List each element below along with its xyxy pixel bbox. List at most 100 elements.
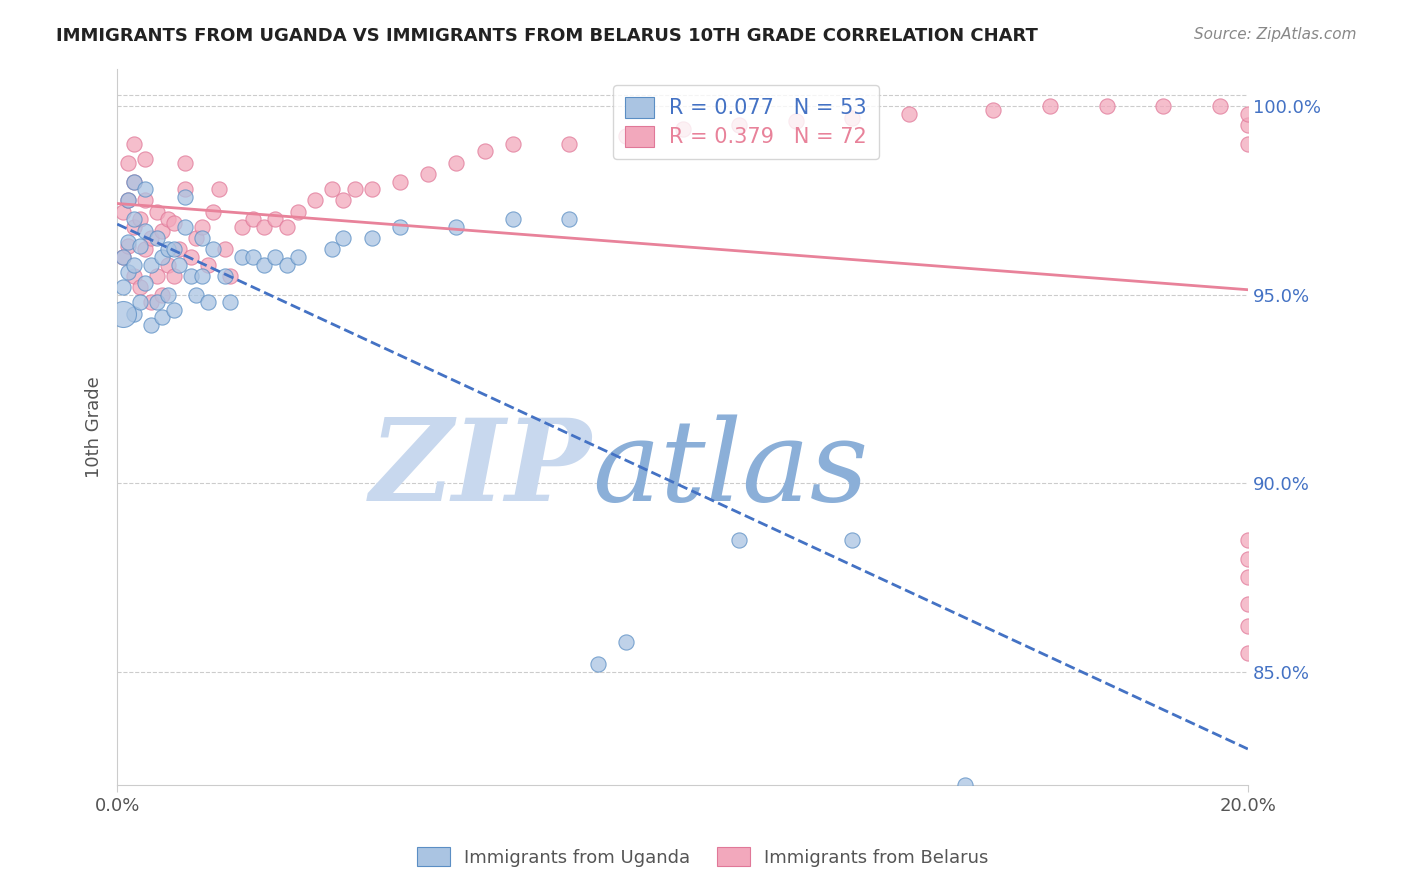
Point bbox=[276, 219, 298, 234]
Point bbox=[122, 212, 145, 227]
Point bbox=[953, 778, 976, 792]
Point bbox=[1237, 118, 1260, 132]
Point bbox=[134, 152, 156, 166]
Point bbox=[671, 121, 693, 136]
Point bbox=[122, 307, 145, 321]
Point bbox=[360, 231, 382, 245]
Point bbox=[122, 136, 145, 151]
Point bbox=[157, 243, 180, 257]
Point bbox=[163, 268, 186, 283]
Point bbox=[152, 287, 174, 301]
Point bbox=[1237, 597, 1260, 611]
Point bbox=[332, 194, 354, 208]
Point bbox=[174, 219, 197, 234]
Point bbox=[614, 634, 637, 648]
Point bbox=[134, 243, 156, 257]
Point bbox=[219, 295, 242, 310]
Point bbox=[343, 182, 366, 196]
Point bbox=[388, 175, 411, 189]
Point bbox=[321, 243, 343, 257]
Point bbox=[122, 268, 145, 283]
Point bbox=[197, 295, 219, 310]
Point bbox=[253, 258, 276, 272]
Point bbox=[191, 219, 214, 234]
Point bbox=[841, 111, 863, 125]
Point bbox=[122, 258, 145, 272]
Point bbox=[276, 258, 298, 272]
Point bbox=[287, 204, 309, 219]
Legend: Immigrants from Uganda, Immigrants from Belarus: Immigrants from Uganda, Immigrants from … bbox=[411, 840, 995, 874]
Point bbox=[785, 114, 807, 128]
Point bbox=[157, 258, 180, 272]
Point bbox=[586, 657, 609, 672]
Point bbox=[157, 212, 180, 227]
Point bbox=[145, 204, 167, 219]
Point bbox=[111, 307, 134, 321]
Point bbox=[128, 238, 150, 252]
Text: Source: ZipAtlas.com: Source: ZipAtlas.com bbox=[1194, 27, 1357, 42]
Point bbox=[128, 212, 150, 227]
Point bbox=[180, 268, 202, 283]
Point bbox=[1237, 619, 1260, 633]
Point bbox=[1237, 136, 1260, 151]
Point bbox=[321, 182, 343, 196]
Point bbox=[111, 204, 134, 219]
Point bbox=[416, 167, 439, 181]
Legend: R = 0.077   N = 53, R = 0.379   N = 72: R = 0.077 N = 53, R = 0.379 N = 72 bbox=[613, 86, 879, 159]
Y-axis label: 10th Grade: 10th Grade bbox=[86, 376, 103, 477]
Point bbox=[163, 216, 186, 230]
Point bbox=[186, 287, 208, 301]
Point bbox=[214, 243, 236, 257]
Point bbox=[122, 175, 145, 189]
Point bbox=[502, 212, 524, 227]
Point bbox=[728, 118, 751, 132]
Point bbox=[186, 231, 208, 245]
Point bbox=[111, 280, 134, 294]
Point bbox=[1237, 570, 1260, 584]
Point bbox=[202, 204, 225, 219]
Point bbox=[446, 155, 468, 169]
Point bbox=[558, 212, 581, 227]
Point bbox=[134, 224, 156, 238]
Point bbox=[145, 295, 167, 310]
Point bbox=[983, 103, 1005, 117]
Point bbox=[111, 250, 134, 264]
Point bbox=[117, 265, 139, 279]
Point bbox=[139, 295, 162, 310]
Point bbox=[474, 145, 496, 159]
Point bbox=[163, 243, 186, 257]
Point bbox=[1237, 107, 1260, 121]
Point bbox=[614, 129, 637, 144]
Point bbox=[111, 250, 134, 264]
Point bbox=[231, 250, 253, 264]
Point bbox=[152, 224, 174, 238]
Point bbox=[139, 258, 162, 272]
Point bbox=[128, 295, 150, 310]
Point bbox=[253, 219, 276, 234]
Point bbox=[1237, 551, 1260, 566]
Point bbox=[122, 219, 145, 234]
Point bbox=[1152, 99, 1174, 113]
Text: ZIP: ZIP bbox=[370, 414, 592, 525]
Point bbox=[231, 219, 253, 234]
Point bbox=[1237, 646, 1260, 660]
Point bbox=[152, 310, 174, 325]
Point bbox=[214, 268, 236, 283]
Point bbox=[897, 107, 920, 121]
Point bbox=[242, 250, 264, 264]
Point bbox=[219, 268, 242, 283]
Point bbox=[360, 182, 382, 196]
Point bbox=[728, 533, 751, 547]
Point bbox=[145, 268, 167, 283]
Point bbox=[388, 219, 411, 234]
Point bbox=[1208, 99, 1230, 113]
Point bbox=[174, 190, 197, 204]
Point bbox=[191, 231, 214, 245]
Point bbox=[180, 250, 202, 264]
Point bbox=[174, 155, 197, 169]
Point bbox=[117, 194, 139, 208]
Point bbox=[304, 194, 326, 208]
Point bbox=[169, 258, 191, 272]
Point bbox=[117, 194, 139, 208]
Point bbox=[264, 250, 287, 264]
